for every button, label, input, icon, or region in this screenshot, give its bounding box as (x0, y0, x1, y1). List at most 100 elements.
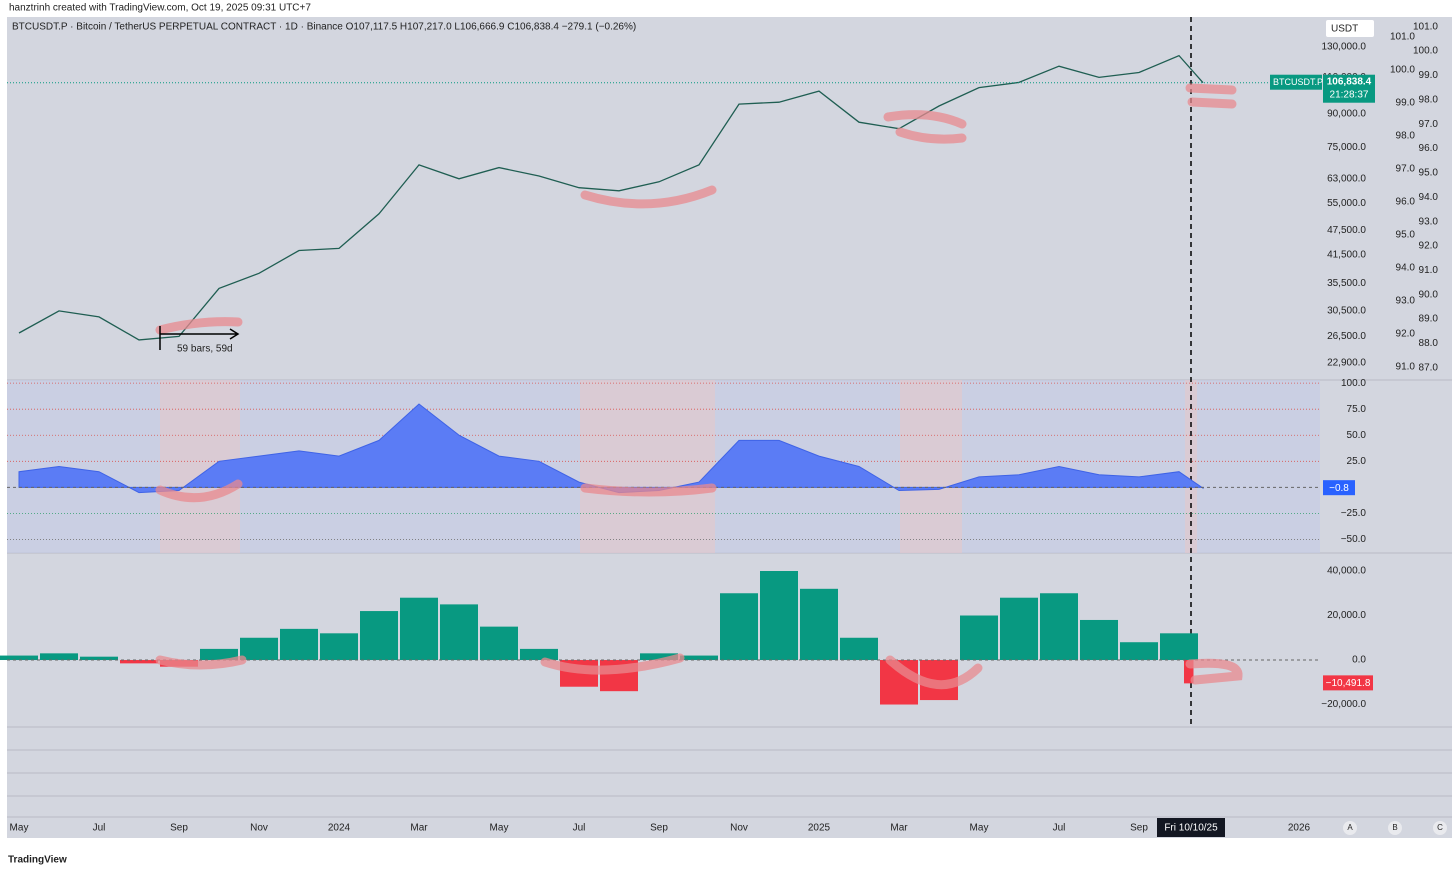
currency-box[interactable] (1326, 20, 1374, 37)
x-tick-label: Nov (730, 823, 748, 834)
y-tick-label: 94.0 (1396, 262, 1416, 273)
last-value-label: −0.8 (1329, 483, 1349, 494)
histogram-bar (640, 653, 678, 661)
x-tick-label: Sep (170, 823, 188, 834)
y-tick-label: −50.0 (1341, 534, 1367, 545)
y-tick-label: 92.0 (1419, 241, 1439, 252)
last-value-label: −10,491.8 (1326, 678, 1371, 689)
y-tick-label: 97.0 (1396, 163, 1416, 174)
histogram-bar (440, 604, 478, 661)
highlight-strokes (155, 83, 1243, 690)
x-tick-label: Jul (573, 823, 586, 834)
measure-arrow (159, 326, 240, 350)
y-tick-label: 22,900.0 (1327, 358, 1366, 369)
histogram-bar (280, 628, 318, 661)
histogram-bar (720, 593, 758, 661)
histogram-bar (760, 571, 798, 661)
y-tick-label: 97.0 (1419, 119, 1439, 130)
axis-button[interactable] (1343, 821, 1357, 835)
histogram-bar (200, 648, 238, 661)
histogram-bar (240, 637, 278, 661)
y-tick-label: 25.0 (1347, 456, 1367, 467)
y-tick-label: 88.0 (1419, 338, 1439, 349)
y-tick-label: 90,000.0 (1327, 109, 1366, 120)
y-tick-label: 30,500.0 (1327, 306, 1366, 317)
x-tick-label: Mar (890, 823, 908, 834)
y-tick-label: 93.0 (1419, 216, 1439, 227)
histogram-bar (960, 615, 998, 661)
y-tick-label: 20,000.0 (1327, 610, 1366, 621)
brand: TradingView (8, 855, 67, 866)
y-tick-label: 95.0 (1419, 168, 1439, 179)
axis-button[interactable] (1433, 821, 1447, 835)
y-tick-label: 91.0 (1419, 265, 1439, 276)
symbol-box (1270, 74, 1322, 90)
price-box (1323, 74, 1375, 103)
last-value-box (1323, 480, 1355, 496)
y-tick-label: 100.0 (1341, 378, 1366, 389)
crosshair-label-box (1157, 818, 1225, 837)
y-tick-label: 47,500.0 (1327, 225, 1366, 236)
x-tick-label: Jul (93, 823, 106, 834)
y-tick-label: 98.0 (1419, 94, 1439, 105)
y-tick-label: 99.0 (1419, 70, 1439, 81)
x-tick-label: May (10, 823, 29, 834)
y-tick-label: 93.0 (1396, 295, 1416, 306)
y-tick-label: −20,000.0 (1321, 699, 1366, 710)
x-tick-label: Nov (250, 823, 268, 834)
histogram-bar (680, 655, 718, 661)
histogram-bar (520, 648, 558, 661)
credit: hanztrinh created with TradingView.com, … (9, 3, 311, 14)
y-tick-label: 94.0 (1419, 192, 1439, 203)
axis-button-label: C (1437, 823, 1443, 832)
y-tick-label: 130,000.0 (1322, 42, 1367, 53)
x-tick-label: 2024 (328, 823, 351, 834)
histogram-bar (1120, 642, 1158, 661)
x-tick-label: Sep (650, 823, 668, 834)
histogram-bar (80, 656, 118, 661)
price-line (18, 54, 1204, 341)
y-tick-label: 100.0 (1390, 64, 1415, 75)
y-tick-label: 98.0 (1396, 130, 1416, 141)
y-tick-label: 91.0 (1396, 361, 1416, 372)
y-tick-label: 55,000.0 (1327, 198, 1366, 209)
y-tick-label: 63,000.0 (1327, 173, 1366, 184)
y-tick-label: 101.0 (1390, 31, 1415, 42)
x-tick-label: May (490, 823, 509, 834)
histogram-bar (1040, 593, 1078, 661)
y-tick-label: 50.0 (1347, 430, 1367, 441)
histogram-bar (320, 633, 358, 661)
axis-button[interactable] (1388, 821, 1402, 835)
y-tick-label: 35,500.0 (1327, 278, 1366, 289)
histogram-bar (800, 588, 838, 661)
histogram-bar (0, 655, 38, 661)
y-tick-label: 87.0 (1419, 362, 1439, 373)
countdown: 21:28:37 (1330, 89, 1369, 100)
histogram-bar (1160, 633, 1198, 661)
currency: USDT (1331, 24, 1358, 35)
y-tick-label: 26,500.0 (1327, 331, 1366, 342)
y-tick-label: 92.0 (1396, 328, 1416, 339)
histogram-bar (40, 653, 78, 661)
y-tick-label: 40,000.0 (1327, 566, 1366, 577)
y-tick-label: 89.0 (1419, 314, 1439, 325)
price-label: 106,838.4 (1327, 76, 1372, 87)
x-tick-label: May (970, 823, 989, 834)
y-tick-label: 41,500.0 (1327, 249, 1366, 260)
histogram-bar (1184, 660, 1194, 684)
y-tick-label: −25.0 (1341, 508, 1367, 519)
y-tick-label: 101.0 (1413, 21, 1438, 32)
y-tick-label: 0.0 (1352, 655, 1366, 666)
y-tick-label: 90.0 (1419, 289, 1439, 300)
y-tick-label: 99.0 (1396, 97, 1416, 108)
last-value-box (1323, 675, 1373, 691)
histogram-bar (400, 597, 438, 661)
symbol-line: BTCUSDT.P · Bitcoin / TetherUS PERPETUAL… (12, 22, 636, 33)
y-tick-label: 96.0 (1396, 196, 1416, 207)
histogram-bar (1080, 619, 1118, 661)
histogram-bar (840, 637, 878, 661)
x-tick-label: Mar (410, 823, 428, 834)
y-tick-label: 100.0 (1413, 46, 1438, 57)
y-tick-label: 75.0 (1347, 404, 1367, 415)
